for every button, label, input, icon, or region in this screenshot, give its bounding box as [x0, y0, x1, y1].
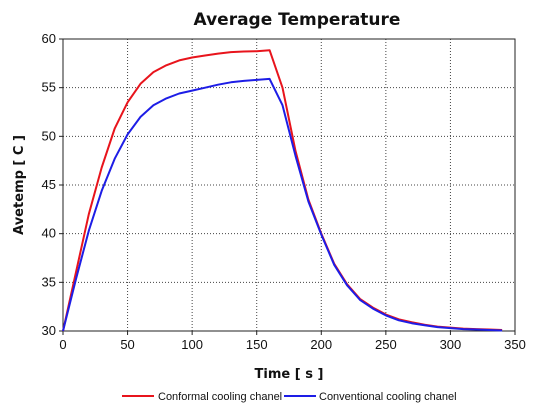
x-tick-label: 150: [246, 337, 268, 352]
x-axis-ticks: 0 50 100 150 200 250 300 350: [59, 331, 526, 352]
series-line-conformal: [62, 49, 503, 332]
x-tick-label: 200: [310, 337, 332, 352]
y-tick-label: 55: [42, 80, 56, 95]
series-lines: [62, 49, 503, 332]
series-line-conventional: [62, 77, 503, 332]
x-tick-label: 50: [120, 337, 134, 352]
y-tick-label: 50: [42, 128, 56, 143]
x-axis-label: Time [ s ]: [255, 367, 324, 382]
x-tick-label: 0: [59, 337, 66, 352]
x-tick-label: 250: [375, 337, 397, 352]
y-tick-label: 35: [42, 274, 56, 289]
legend-label: Conformal cooling chanel: [158, 391, 282, 403]
chart-title: Average Temperature: [194, 10, 401, 30]
x-tick-label: 300: [440, 337, 462, 352]
legend: Conformal cooling chanel Conventional coo…: [122, 391, 457, 403]
x-tick-label: 350: [504, 337, 526, 352]
y-tick-label: 60: [42, 31, 56, 46]
x-tick-label: 100: [181, 337, 203, 352]
y-axis-ticks: 30 35 40 45 50 55 60: [42, 31, 63, 338]
y-tick-label: 45: [42, 177, 56, 192]
legend-label: Conventional cooling chanel: [319, 391, 457, 403]
y-axis-label: Avetemp [ C ]: [12, 135, 27, 235]
y-tick-label: 30: [42, 323, 56, 338]
grid: [62, 38, 516, 332]
y-tick-label: 40: [42, 226, 56, 241]
